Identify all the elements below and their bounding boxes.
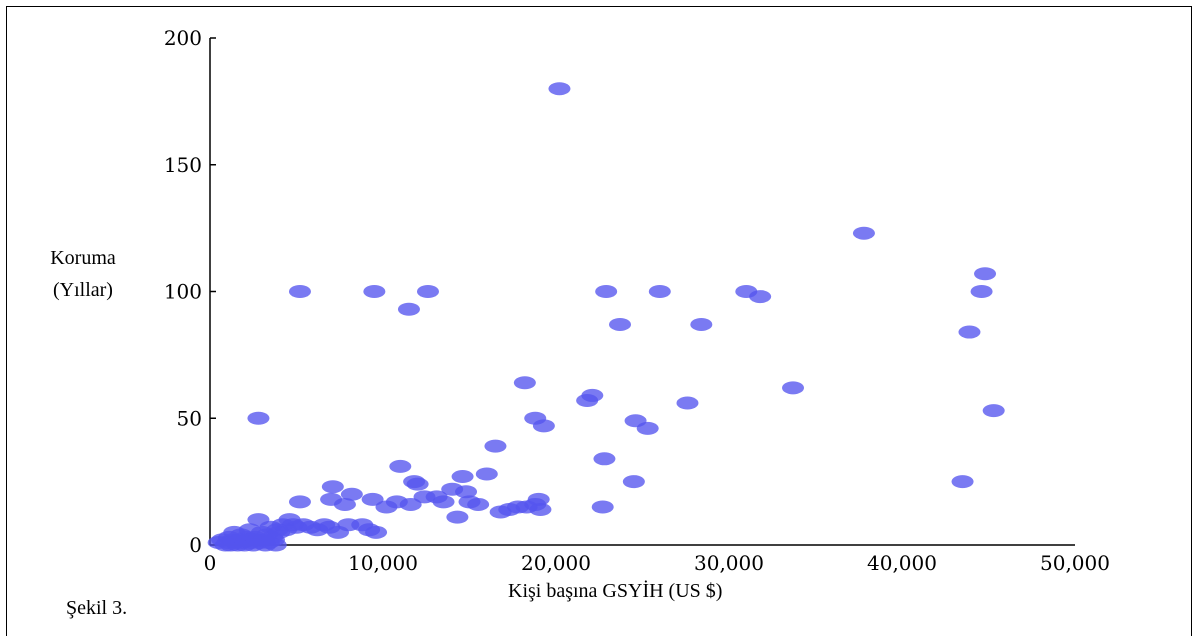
data-point	[591, 500, 614, 514]
data-point	[595, 285, 618, 298]
data-point	[548, 82, 571, 96]
y-tick-label: 0	[189, 533, 202, 557]
data-point	[475, 467, 498, 481]
x-tick-label: 20,000	[521, 551, 591, 575]
data-point	[288, 285, 311, 298]
data-point	[527, 492, 550, 506]
data-point	[321, 480, 344, 494]
x-tick-label: 10,000	[348, 551, 418, 575]
data-point	[397, 302, 420, 316]
data-point	[389, 459, 412, 473]
x-axis-ticks: 0 10,000 20,000 30,000 40,000 50,000	[204, 551, 1110, 575]
data-point	[432, 495, 455, 509]
x-tick-label: 50,000	[1040, 551, 1110, 575]
data-point	[609, 317, 632, 331]
data-point	[467, 497, 490, 511]
data-point	[622, 475, 645, 489]
data-point	[974, 267, 997, 281]
data-point	[399, 497, 422, 511]
data-point	[581, 388, 604, 402]
data-point	[970, 285, 993, 298]
data-point	[247, 411, 270, 425]
data-point	[852, 226, 875, 240]
y-axis-ticks: 0 50 100 150 200	[164, 26, 216, 557]
x-axis-label: Kişi başına GSYİH (US $)	[508, 580, 723, 602]
data-point	[363, 285, 386, 298]
data-point	[690, 317, 713, 331]
data-point	[416, 285, 439, 298]
data-point	[749, 290, 772, 304]
data-point	[455, 485, 478, 499]
data-point	[529, 503, 552, 517]
data-point	[340, 487, 363, 501]
y-axis-label-line1: Koruma	[50, 247, 116, 269]
figure-caption: Şekil 3.	[66, 597, 128, 619]
data-point	[406, 477, 429, 491]
y-tick-label: 150	[164, 153, 202, 177]
data-point	[288, 495, 311, 509]
data-point	[264, 538, 287, 552]
x-tick-label: 30,000	[694, 551, 764, 575]
data-point	[676, 396, 699, 410]
data-point	[513, 376, 536, 390]
y-tick-label: 200	[164, 26, 202, 50]
data-point	[333, 497, 356, 511]
data-point	[451, 470, 474, 484]
data-point	[446, 510, 469, 524]
data-point	[484, 439, 507, 453]
y-tick-label: 50	[177, 406, 202, 430]
data-point	[636, 421, 659, 435]
data-points	[207, 82, 1005, 552]
data-point	[361, 492, 384, 506]
y-axis-label: Koruma (Yıllar)	[38, 242, 128, 306]
figure-frame	[6, 6, 1192, 636]
data-point	[365, 525, 388, 539]
y-tick-label: 100	[164, 280, 202, 304]
x-tick-label: 0	[204, 551, 217, 575]
data-point	[593, 452, 616, 466]
data-point	[958, 325, 981, 339]
data-point	[782, 381, 805, 395]
data-point	[532, 419, 555, 433]
x-tick-label: 40,000	[867, 551, 937, 575]
y-axis-label-line2: (Yıllar)	[53, 279, 113, 301]
data-point	[951, 475, 974, 489]
data-point	[982, 404, 1005, 418]
data-point	[648, 285, 671, 298]
